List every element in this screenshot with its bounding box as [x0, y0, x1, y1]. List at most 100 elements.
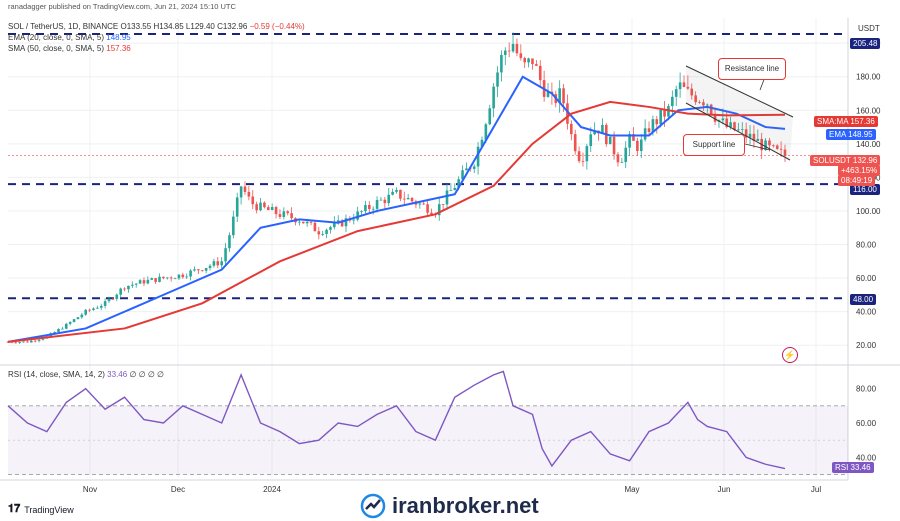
candle-body: [309, 221, 313, 223]
resistance-annotation[interactable]: Resistance line: [718, 58, 786, 80]
candle-body: [756, 138, 760, 141]
candle-body: [418, 203, 422, 205]
candle-body: [333, 222, 336, 228]
candle-body: [57, 328, 60, 332]
level-205-chip: 205.48: [850, 38, 881, 49]
rsi-line: [7, 370, 786, 470]
sma-legend[interactable]: SMA (50, close, 0, SMA, 5) 157.36: [8, 44, 131, 53]
candle-body: [589, 134, 593, 147]
rsi-tick-label: 60.00: [856, 419, 877, 428]
candle-body: [674, 89, 678, 97]
candle-body: [165, 277, 169, 279]
candle-body: [53, 331, 56, 334]
candle-body: [80, 314, 84, 318]
candle-body: [667, 106, 670, 117]
candle-body: [585, 146, 589, 162]
ohlc-open: O133.55: [120, 22, 152, 31]
candle-body: [395, 189, 398, 192]
candle-body: [527, 58, 530, 63]
candle-body: [748, 133, 752, 138]
candle-body: [22, 341, 25, 343]
published-line: ranadagger published on TradingView.com,…: [8, 2, 236, 11]
candle-body: [37, 339, 41, 341]
candle-body: [488, 108, 492, 125]
candle-body: [134, 283, 138, 285]
candle-body: [535, 64, 538, 66]
candle-body: [387, 194, 391, 204]
rsi-legend-extra: ∅ ∅ ∅ ∅: [129, 370, 164, 379]
candle-body: [6, 341, 10, 343]
candle-body: [185, 276, 189, 278]
candle-body: [713, 113, 717, 122]
candle-body: [158, 276, 161, 282]
candle-body: [352, 219, 356, 221]
ema-legend[interactable]: EMA (20, close, 0, SMA, 5) 148.95: [8, 33, 131, 42]
candle-body: [671, 96, 674, 107]
candle-body: [274, 207, 278, 215]
candle-body: [301, 221, 305, 224]
candle-body: [329, 227, 332, 230]
candle-body: [107, 298, 111, 302]
candle-body: [212, 261, 216, 266]
candle-body: [197, 269, 200, 271]
rsi-series: [7, 370, 786, 470]
candle-body: [538, 65, 542, 81]
candle-body: [531, 58, 534, 65]
candle-body: [232, 216, 235, 236]
candle-body: [740, 129, 744, 131]
candle-body: [519, 53, 523, 59]
candle-body: [775, 145, 779, 149]
candle-body: [698, 102, 701, 103]
candle-body: [616, 154, 620, 163]
rsi-legend-value: 33.46: [107, 370, 128, 379]
currency-label: USDT: [858, 24, 880, 33]
candle-body: [601, 124, 604, 134]
ohlc-high: H134.85: [153, 22, 184, 31]
candle-body: [142, 280, 146, 284]
candle-body: [682, 82, 686, 87]
support-arrow: [744, 143, 771, 151]
candle-body: [507, 50, 511, 52]
candle-body: [235, 197, 239, 217]
candle-body: [383, 199, 387, 204]
candle-body: [453, 188, 457, 191]
candle-body: [243, 186, 247, 192]
symbol-name: SOL / TetherUS, 1D, BINANCE: [8, 22, 119, 31]
ema-legend-value: 148.95: [106, 33, 131, 42]
x-tick-label: May: [624, 485, 639, 494]
candle-body: [772, 145, 775, 147]
candle-body: [138, 280, 142, 284]
rsi-legend[interactable]: RSI (14, close, SMA, 14, 2) 33.46 ∅ ∅ ∅ …: [8, 370, 164, 379]
candle-body: [336, 220, 340, 223]
candle-body: [593, 130, 596, 135]
candle-body: [496, 72, 499, 87]
tradingview-logo[interactable]: 𝟏𝟕 TradingView: [8, 503, 74, 516]
y-tick-label: 80.00: [856, 241, 877, 250]
candle-body: [96, 307, 99, 309]
lightning-icon[interactable]: ⚡: [782, 347, 798, 363]
y-tick-label: 40.00: [856, 308, 877, 317]
candle-body: [270, 207, 274, 211]
candle-body: [651, 119, 655, 132]
candle-body: [503, 50, 507, 55]
candle-body: [61, 328, 64, 330]
y-tick-label: 20.00: [856, 341, 877, 350]
candle-body: [220, 261, 223, 266]
candle-body: [251, 196, 255, 205]
candle-body: [371, 208, 375, 210]
rsi-legend-label: RSI (14, close, SMA, 14, 2): [8, 370, 105, 379]
x-tick-label: Jul: [811, 485, 821, 494]
candle-body: [224, 248, 227, 262]
support-annotation[interactable]: Support line: [683, 134, 745, 156]
candle-body: [410, 197, 414, 202]
candle-body: [278, 214, 282, 217]
candle-body: [263, 202, 266, 208]
candle-body: [146, 279, 150, 284]
candle-body: [783, 149, 787, 156]
candle-body: [356, 211, 359, 220]
candle-body: [737, 129, 740, 131]
candle-body: [321, 233, 324, 235]
candle-body: [768, 140, 771, 146]
candle-body: [103, 301, 107, 306]
ohlc-change: −0.59 (−0.44%): [249, 22, 305, 31]
